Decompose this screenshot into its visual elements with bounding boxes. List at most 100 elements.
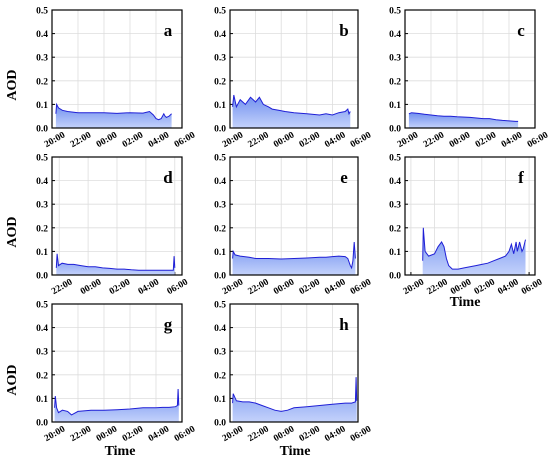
y-tick-label: 0.4 [214,177,226,187]
y-tick-label: 0.1 [36,395,48,405]
panel-letter: e [340,168,348,187]
panel-c: 0.00.10.20.30.40.520:00 22:00 00:00 02:00 04… [389,7,550,151]
x-tick-label: 04:00 [496,277,520,297]
x-tick-label: 02:00 [298,424,322,444]
y-tick-label: 0.1 [214,395,226,405]
panel-letter: a [164,21,173,40]
y-tick-label: 0.5 [214,7,226,17]
x-tick-label: 00:00 [95,130,119,150]
x-tick-label: 00:00 [448,130,472,150]
series-line [232,241,356,270]
y-tick-label: 0.0 [214,125,226,135]
y-tick-label: 0.2 [36,77,48,87]
x-axis-label-h: Time [280,444,311,459]
x-tick-label: 22:00 [246,130,270,150]
x-tick-label: 04:00 [323,130,347,150]
x-tick-label: 06:00 [349,130,373,150]
x-tick-label: 02:00 [298,277,322,297]
y-tick-label: 0.0 [389,125,401,135]
axes-frame [229,9,359,129]
x-tick-label: 06:00 [520,277,544,297]
panel-letter: b [339,21,348,40]
y-tick-label: 0.0 [389,272,401,282]
series-area [422,227,526,275]
panel-b: 0.00.10.20.30.40.520:00 22:00 00:00 02:00 04… [214,7,373,151]
y-tick-label: 0.4 [36,324,48,334]
panel-h: 0.00.10.20.30.40.520:00 22:00 00:00 02:00 04… [214,301,373,445]
y-tick-label: 0.0 [214,419,226,429]
y-tick-label: 0.0 [36,419,48,429]
y-tick-label: 0.1 [389,101,401,111]
y-tick-label: 0.4 [36,30,48,40]
y-axis-label-row1: AOD [5,69,20,100]
y-tick-label: 0.4 [214,30,226,40]
x-tick-label: 02:00 [474,130,498,150]
x-tick-label: 06:00 [526,130,550,150]
x-tick-label: 04:00 [147,424,171,444]
x-tick-label: 00:00 [79,277,103,297]
series-line [422,227,526,270]
x-tick-label: 00:00 [95,424,119,444]
panel-f: 0.00.10.20.30.40.520:00 22:00 00:00 02:00 04… [389,154,544,298]
y-tick-label: 0.5 [389,7,401,17]
x-tick-label: 04:00 [147,130,171,150]
series-area [408,112,519,128]
axes-frame [229,303,359,423]
plot-area [52,10,182,128]
y-tick-label: 0.4 [36,177,48,187]
x-tick-label: 04:00 [500,130,524,150]
y-tick-label: 0.5 [214,154,226,164]
x-tick-label: 20:00 [402,277,426,297]
y-tick-label: 0.3 [214,201,226,211]
x-axis-label-g: Time [105,444,136,459]
x-tick-label: 06:00 [173,424,197,444]
y-tick-label: 0.5 [36,301,48,311]
y-tick-label: 0.1 [214,248,226,258]
panel-e: 0.00.10.20.30.40.520:00 22:00 00:00 02:00 04… [214,154,373,298]
series-area [55,104,172,128]
x-tick-label: 22:00 [69,130,93,150]
y-tick-label: 0.2 [36,371,48,381]
y-tick-label: 0.3 [36,348,48,358]
panel-a: 0.00.10.20.30.40.520:00 22:00 00:00 02:00 04… [36,7,197,151]
y-tick-label: 0.3 [36,54,48,64]
axes-frame [51,156,183,276]
axes-frame [51,9,183,129]
x-tick-label: 22:00 [422,130,446,150]
series-line [232,94,351,116]
x-tick-label: 00:00 [272,424,296,444]
x-tick-label: 04:00 [323,277,347,297]
y-tick-label: 0.0 [214,272,226,282]
y-tick-label: 0.2 [36,224,48,234]
x-tick-label: 00:00 [272,277,296,297]
x-axis-label-f: Time [450,295,481,310]
panel-letter: c [517,21,525,40]
x-tick-label: 22:00 [246,424,270,444]
y-tick-label: 0.5 [36,7,48,17]
x-tick-label: 02:00 [473,277,497,297]
x-tick-label: 02:00 [108,277,132,297]
y-tick-label: 0.3 [214,54,226,64]
panels: 0.00.10.20.30.40.520:00 22:00 00:00 02:00 04… [36,7,550,445]
x-tick-label: 04:00 [137,277,161,297]
x-tick-label: 06:00 [349,277,373,297]
panel-g: 0.00.10.20.30.40.520:00 22:00 00:00 02:00 04… [36,301,197,445]
x-tick-label: 02:00 [121,424,145,444]
series-line [232,377,358,412]
panel-d: 0.0 0.1 0.2 0.3 0.4 0.5 22:00 00:00 02:00 04:00 06… [36,154,190,298]
panel-letter: f [518,168,524,187]
y-tick-label: 0.3 [36,201,48,211]
y-axis-label-row3: AOD [5,364,20,395]
y-tick-label: 0.4 [214,324,226,334]
y-tick-label: 0.5 [214,301,226,311]
plot-area [52,304,182,422]
x-tick-label: 22:00 [425,277,449,297]
y-tick-label: 0.1 [214,101,226,111]
x-tick-label: 06:00 [173,130,197,150]
x-tick-label: 02:00 [121,130,145,150]
x-tick-label: 06:00 [349,424,373,444]
y-tick-label: 0.1 [389,248,401,258]
panel-letter: d [163,168,173,187]
x-tick-label: 22:00 [69,424,93,444]
